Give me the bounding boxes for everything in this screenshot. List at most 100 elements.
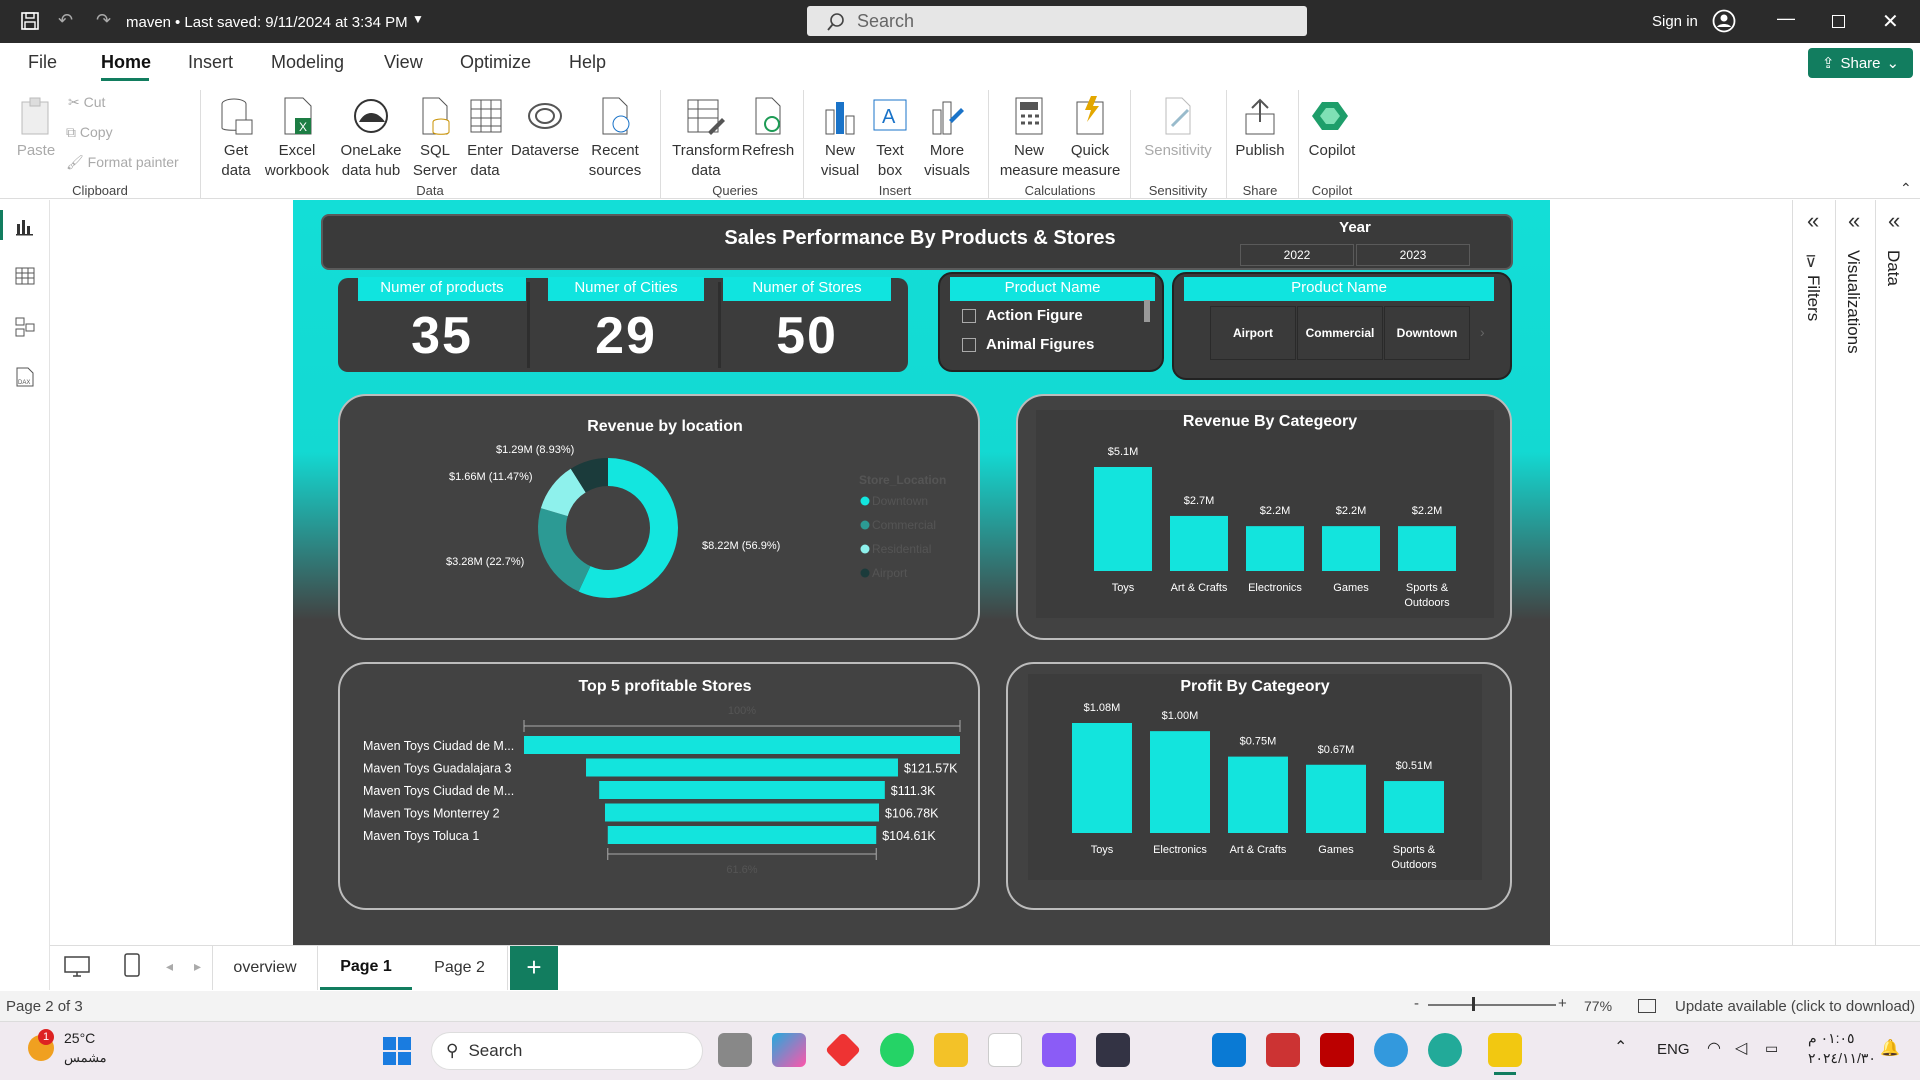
edge-icon[interactable] (1428, 1033, 1462, 1067)
app-icon-calc[interactable] (1096, 1033, 1130, 1067)
tab-overview[interactable]: overview (212, 946, 318, 990)
account-icon[interactable] (1712, 9, 1736, 33)
menu-file[interactable]: File (28, 52, 58, 72)
filters-pane-label[interactable]: Filters (1804, 275, 1823, 322)
zoom-out-button[interactable]: - (1414, 995, 1419, 1012)
year-2022-button[interactable]: 2022 (1240, 244, 1354, 266)
text-box-button[interactable]: A Text box (866, 95, 914, 181)
update-available-link[interactable]: Update available (click to download) (1675, 998, 1916, 1015)
language-indicator[interactable]: ENG (1657, 1041, 1690, 1058)
power-bi-icon[interactable] (1488, 1033, 1522, 1067)
visual-studio-icon[interactable] (1042, 1033, 1076, 1067)
undo-icon[interactable]: ↶ (58, 10, 74, 30)
more-visuals-button[interactable]: More visuals (916, 95, 978, 181)
file-explorer-icon[interactable] (934, 1033, 968, 1067)
zoom-slider-thumb[interactable] (1472, 997, 1475, 1011)
copilot-button[interactable]: Copilot (1304, 95, 1360, 161)
get-data-button[interactable]: Get data (210, 95, 262, 181)
redo-icon[interactable]: ↷ (96, 10, 112, 30)
collapse-viz-icon[interactable]: « (1848, 208, 1861, 233)
windows-start-icon[interactable] (383, 1037, 411, 1065)
wifi-icon[interactable]: ◠ (1707, 1040, 1721, 1057)
publish-button[interactable]: Publish (1232, 95, 1288, 161)
report-view-icon[interactable] (15, 216, 35, 236)
zoom-in-button[interactable]: + (1558, 995, 1567, 1012)
menu-modeling[interactable]: Modeling (271, 52, 345, 72)
cut-button[interactable]: ✂ Cut (68, 94, 106, 110)
excel-workbook-button[interactable]: X Excel workbook (262, 95, 332, 181)
add-page-button[interactable]: + (510, 946, 558, 990)
desktop-layout-icon[interactable] (64, 955, 90, 977)
quick-measure-button[interactable]: Quick measure (1062, 95, 1120, 181)
taskbar-search[interactable]: ⚲ Search (431, 1032, 703, 1070)
tile-downtown[interactable]: Downtown (1384, 306, 1470, 360)
recent-sources-button[interactable]: Recent sources (580, 95, 650, 181)
model-view-icon[interactable] (15, 316, 35, 338)
copilot-app-icon[interactable] (772, 1033, 806, 1067)
menu-help[interactable]: Help (569, 52, 607, 72)
collapse-filters-icon[interactable]: « (1807, 208, 1820, 233)
battery-icon[interactable]: ▭ (1765, 1040, 1779, 1056)
visualizations-pane-label[interactable]: Visualizations (1844, 250, 1863, 354)
notification-bell-icon[interactable]: 🔔 (1880, 1040, 1900, 1057)
tab-page-1[interactable]: Page 1 (320, 946, 412, 990)
tab-page-2[interactable]: Page 2 (412, 946, 508, 990)
dax-query-icon[interactable]: DAX (15, 366, 35, 388)
slicer-item-animal-figures[interactable]: Animal Figures (962, 336, 1094, 353)
legend-item-commercial: Commercial (872, 518, 936, 532)
checkbox[interactable] (962, 337, 976, 352)
tab-scroll-left-icon[interactable]: ◂ (166, 958, 174, 974)
app-icon-pdf[interactable] (1266, 1033, 1300, 1067)
clock-time[interactable]: ٠١:٠٥ م (1808, 1030, 1855, 1046)
tile-commercial[interactable]: Commercial (1297, 306, 1383, 360)
collapse-ribbon-icon[interactable]: ⌃ (1900, 180, 1912, 196)
transform-data-button[interactable]: Transform data (670, 95, 742, 181)
data-pane-label[interactable]: Data (1884, 250, 1903, 286)
menu-home[interactable]: Home (101, 52, 152, 72)
clock-date[interactable]: ٢٠٢٤/١١/٣٠ (1808, 1050, 1876, 1066)
new-measure-button[interactable]: New measure (996, 95, 1062, 181)
search-input[interactable]: Search (807, 6, 1307, 36)
onelake-button[interactable]: OneLake data hub (334, 95, 408, 181)
fit-page-icon[interactable] (1638, 999, 1656, 1013)
slicer-item-action-figure[interactable]: Action Figure (962, 307, 1083, 324)
store-icon[interactable] (988, 1033, 1022, 1067)
refresh-button[interactable]: Refresh (740, 95, 796, 161)
tab-scroll-right-icon[interactable]: ▸ (194, 958, 202, 974)
whatsapp-icon[interactable] (880, 1033, 914, 1067)
app-icon-blue[interactable] (1374, 1033, 1408, 1067)
share-button[interactable]: ⇪ Share ⌄ (1808, 48, 1913, 78)
mcafee-icon[interactable] (1320, 1033, 1354, 1067)
mobile-layout-icon[interactable] (124, 953, 140, 977)
year-2023-button[interactable]: 2023 (1356, 244, 1470, 266)
format-painter-button[interactable]: 🖌 Format painter (66, 154, 179, 170)
chevron-right-icon[interactable]: › (1480, 324, 1485, 340)
sensitivity-button[interactable]: Sensitivity (1140, 95, 1216, 161)
slicer-scrollbar[interactable] (1144, 300, 1150, 322)
minimize-icon[interactable]: — (1777, 8, 1795, 28)
collapse-data-icon[interactable]: « (1888, 208, 1901, 233)
table-view-icon[interactable] (15, 266, 35, 286)
menu-optimize[interactable]: Optimize (460, 52, 532, 72)
save-icon[interactable] (20, 11, 40, 31)
checkbox[interactable] (962, 308, 976, 323)
chevron-up-icon[interactable]: ⌃ (1614, 1039, 1628, 1056)
dataverse-button[interactable]: Dataverse (510, 95, 580, 161)
menu-view[interactable]: View (384, 52, 423, 72)
vscode-icon[interactable] (1212, 1033, 1246, 1067)
task-view-icon[interactable] (718, 1033, 752, 1067)
copy-button[interactable]: ⧉ Copy (66, 124, 113, 140)
chevron-down-icon[interactable]: ▼ (412, 12, 424, 26)
menu-insert[interactable]: Insert (188, 52, 234, 72)
volume-icon[interactable]: ◁ (1735, 1040, 1748, 1057)
new-visual-button[interactable]: New visual (812, 95, 868, 181)
sign-in-link[interactable]: Sign in (1652, 13, 1698, 30)
tile-airport[interactable]: Airport (1210, 306, 1296, 360)
sql-server-button[interactable]: SQL Server (412, 95, 458, 181)
zoom-slider[interactable] (1428, 1004, 1556, 1006)
close-icon[interactable]: ✕ (1882, 11, 1899, 33)
refresh-icon (748, 95, 788, 137)
paste-button[interactable]: Paste (14, 95, 58, 161)
enter-data-button[interactable]: Enter data (462, 95, 508, 181)
maximize-icon[interactable] (1832, 15, 1845, 28)
